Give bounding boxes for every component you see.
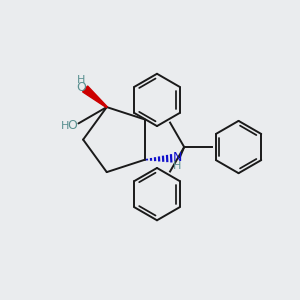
Text: O: O	[76, 81, 86, 94]
Text: H: H	[77, 75, 86, 85]
Text: H: H	[61, 121, 70, 131]
Text: H: H	[173, 161, 181, 171]
Text: O: O	[67, 119, 77, 132]
Polygon shape	[82, 86, 107, 107]
Text: N: N	[172, 151, 182, 164]
